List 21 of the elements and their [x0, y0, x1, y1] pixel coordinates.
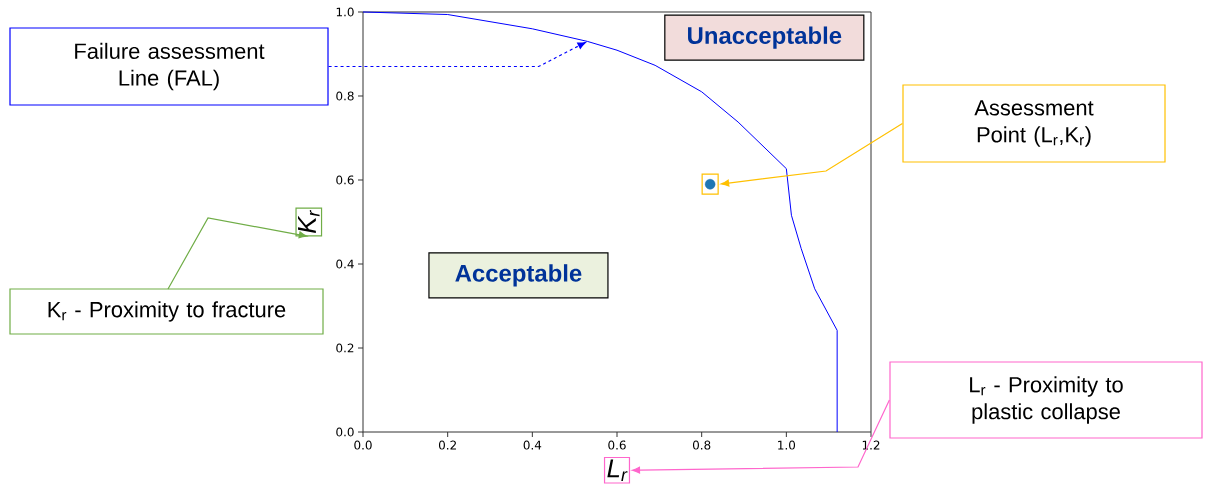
y-tick-label: 0.4	[336, 259, 354, 269]
x-tick-label: 1.2	[862, 440, 880, 450]
y-tick-label: 0.0	[336, 427, 354, 437]
annotation: Unacceptable	[688, 26, 842, 49]
text: L$_{r}$ - Proximity to plastic collapse	[970, 376, 1123, 424]
y-tick-label: 0.2	[336, 343, 354, 353]
x-tick-label: 0.4	[523, 440, 542, 450]
y-tick-label: 0.6	[336, 175, 354, 185]
x-tick-label: 1.0	[778, 440, 796, 450]
text: Assessment Point (L$_{r}$,K$_{r}$)	[974, 100, 1094, 147]
text: K$_{r}$ - Proximity to fracture	[48, 301, 286, 322]
x-tick-label: 0.0	[354, 440, 372, 450]
y-axis-title: K$_{r}$	[298, 209, 320, 234]
y-tick-label: 0.8	[336, 91, 354, 101]
x-tick-label: 0.6	[608, 440, 626, 450]
x-tick-label: 0.2	[438, 440, 456, 450]
x-tick-label: 0.8	[692, 440, 711, 450]
annotation: Acceptable	[455, 264, 582, 287]
y-tick-label: 1.0	[336, 7, 354, 17]
x-axis-title: L$_{r}$	[607, 459, 628, 482]
text: Failure assessment Line (FAL)	[75, 42, 265, 91]
